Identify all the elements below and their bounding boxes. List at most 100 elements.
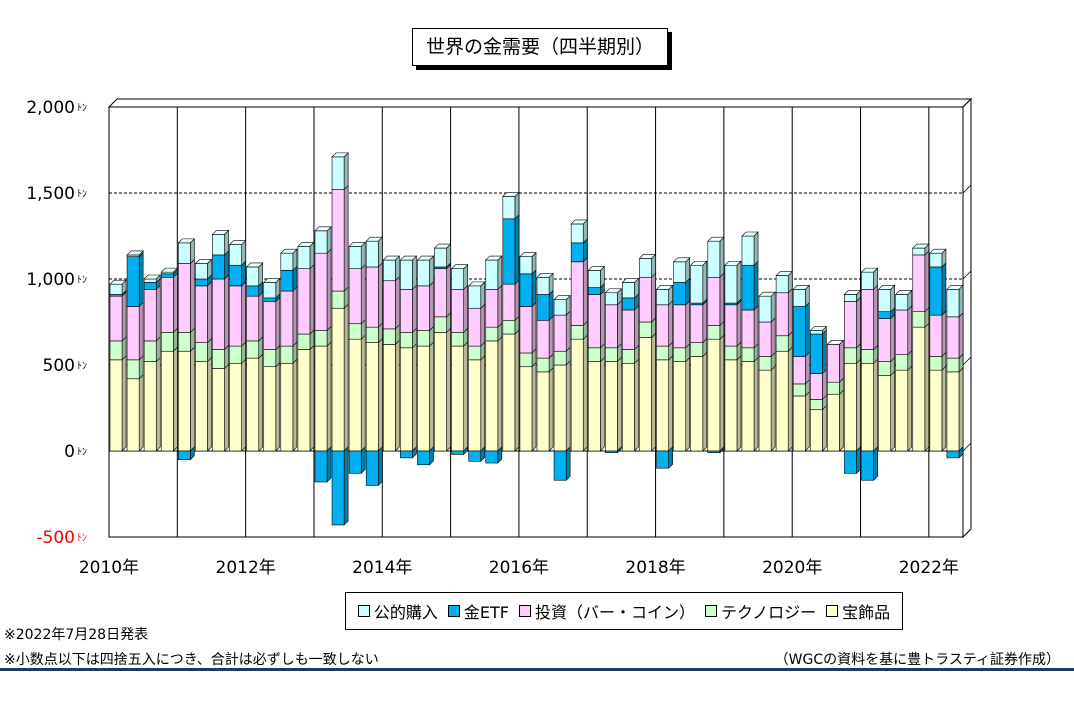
bar-segment-side [343, 303, 349, 452]
bar-segment [297, 333, 311, 350]
bar-segment-side [839, 339, 844, 383]
bar-segment [331, 290, 345, 309]
bar-segment-side [275, 361, 281, 452]
bar-segment-side [326, 341, 332, 452]
bar-top-face [638, 254, 657, 259]
bar-segment [485, 289, 499, 328]
bar-segment [775, 292, 789, 337]
bar-segment [109, 283, 123, 295]
bar-segment [434, 247, 447, 268]
bar-segment [792, 356, 806, 385]
bar-segment [451, 289, 464, 333]
bar-segment [827, 344, 840, 383]
bar-segment-side [309, 263, 315, 335]
bar-segment [229, 264, 242, 287]
bar-segment [792, 383, 806, 397]
bar-segment-side [155, 356, 161, 452]
y-tick-label: 0 [64, 442, 75, 462]
bar-segment [878, 311, 891, 319]
bar-segment-side [770, 291, 776, 323]
bar-segment [400, 332, 413, 349]
bar-segment [502, 218, 516, 285]
bar-segment [878, 289, 891, 312]
bar-segment [929, 356, 943, 371]
y-tick-unit: ﾄﾝ [77, 447, 87, 458]
bar-segment [485, 326, 499, 342]
bar-top-face [126, 250, 144, 256]
bar-segment [229, 285, 242, 347]
bar-segment [502, 319, 516, 335]
bar-segment-side [753, 356, 759, 452]
bar-segment [519, 256, 533, 275]
bar-top-face [365, 236, 384, 242]
bar-segment [878, 375, 891, 452]
bar-segment [707, 325, 721, 340]
bar-segment [280, 362, 294, 452]
bar-segment [348, 338, 362, 452]
source-note: （WGCの資料を基に豊トラスティ証券作成） [774, 652, 1060, 668]
bar-segment [212, 254, 225, 280]
bar-segment-side [326, 226, 332, 254]
bar-segment [878, 318, 891, 362]
bar-top-face [792, 285, 811, 290]
bar-segment [331, 156, 345, 190]
y-tick-unit: ﾄﾝ [77, 533, 87, 544]
bar-top-face [450, 264, 469, 269]
bar-segment-side [429, 341, 434, 452]
bar-segment-side [890, 313, 895, 363]
bar-segment [331, 450, 345, 526]
bar-segment-side [873, 358, 878, 452]
note-release-date: ※2022年7月28日発表 [4, 627, 149, 643]
bar-segment [246, 357, 260, 452]
bar-segment [126, 256, 140, 307]
bar-segment [605, 304, 618, 349]
bar-segment [314, 252, 328, 331]
bar-segment-side [173, 346, 178, 452]
bar-segment [417, 285, 430, 331]
bar-top-face [809, 326, 828, 331]
bar-segment-side [736, 260, 742, 304]
bar-segment [775, 350, 789, 452]
bar-segment-side [258, 353, 264, 452]
bar-segment [143, 340, 157, 362]
bar-segment [485, 259, 499, 290]
bar-segment [758, 356, 772, 371]
bar-segment-side [207, 281, 212, 344]
x-year-label: 2018年 [625, 558, 685, 578]
bar-segment [690, 356, 704, 452]
bar-segment [656, 345, 669, 361]
bar-segment [400, 450, 413, 459]
bar-top-face [280, 248, 298, 254]
bar-segment [929, 314, 943, 357]
bar-segment [775, 275, 789, 294]
bar-segment-side [702, 351, 708, 452]
bar-segment [741, 347, 755, 362]
bar-segment-side [463, 341, 468, 452]
bar-segment-side [736, 355, 742, 452]
bar-segment [587, 361, 601, 452]
bar-segment [741, 309, 755, 349]
bar-segment [673, 304, 687, 349]
bar-segment [827, 393, 840, 452]
bar-segment-side [412, 343, 417, 452]
bar-segment-side [548, 315, 554, 359]
bar-segment [946, 357, 960, 373]
bar-segment-side [480, 303, 486, 347]
bar-segment-side [377, 446, 383, 487]
legend-label-investment: 投資（バー・コイン） [535, 603, 696, 622]
bar-segment [212, 278, 225, 350]
bar-segment [741, 264, 755, 311]
bar-segment [536, 276, 550, 295]
bar-segment [451, 345, 464, 452]
bar-segment-side [822, 368, 827, 401]
chart-title: 世界の金需要（四半期別） [412, 28, 668, 66]
bar-segment-side [412, 255, 417, 291]
bar-segment [895, 354, 909, 371]
x-year-label: 2012年 [216, 558, 276, 578]
bar-segment [297, 246, 311, 269]
bar-segment-side [582, 257, 588, 327]
bar-top-face [758, 291, 776, 297]
legend-label-jewelry: 宝飾品 [842, 603, 891, 622]
bar-top-face [570, 219, 588, 225]
bar-segment [314, 345, 328, 452]
